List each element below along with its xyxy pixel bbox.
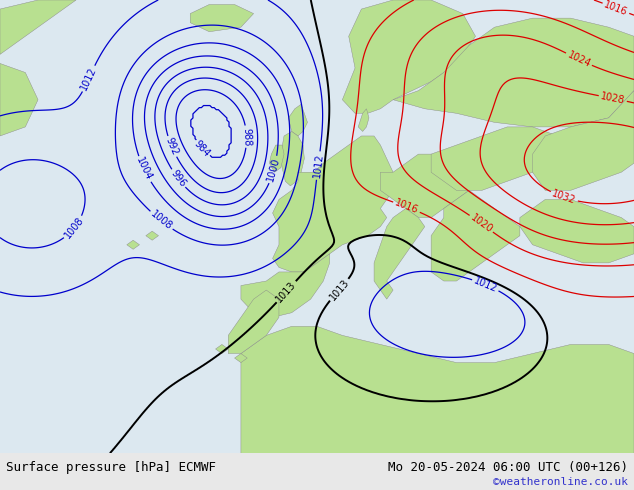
- Polygon shape: [393, 18, 634, 127]
- Text: Surface pressure [hPa] ECMWF: Surface pressure [hPa] ECMWF: [6, 461, 216, 474]
- Polygon shape: [127, 240, 139, 249]
- Polygon shape: [342, 0, 476, 113]
- Polygon shape: [374, 209, 425, 299]
- Polygon shape: [0, 0, 76, 54]
- Text: 1016: 1016: [603, 0, 629, 17]
- Polygon shape: [380, 154, 469, 218]
- Polygon shape: [228, 290, 279, 354]
- Text: 992: 992: [164, 136, 180, 157]
- Polygon shape: [281, 131, 304, 186]
- Text: 1013: 1013: [275, 279, 298, 304]
- Polygon shape: [431, 127, 571, 191]
- Polygon shape: [273, 136, 399, 272]
- Polygon shape: [241, 254, 330, 318]
- Text: 984: 984: [191, 139, 211, 159]
- Polygon shape: [431, 191, 520, 281]
- Text: 1032: 1032: [551, 189, 578, 206]
- Text: 1008: 1008: [63, 215, 86, 241]
- Polygon shape: [520, 199, 634, 263]
- Polygon shape: [533, 91, 634, 191]
- Text: 1012: 1012: [472, 275, 499, 294]
- Text: 1012: 1012: [312, 153, 325, 178]
- Polygon shape: [269, 145, 284, 172]
- Polygon shape: [288, 104, 307, 136]
- Text: 1012: 1012: [79, 65, 98, 92]
- Polygon shape: [146, 231, 158, 240]
- Text: ©weatheronline.co.uk: ©weatheronline.co.uk: [493, 477, 628, 487]
- Polygon shape: [358, 109, 369, 131]
- Text: 1004: 1004: [134, 156, 154, 182]
- Text: 1020: 1020: [469, 213, 495, 235]
- Text: 996: 996: [169, 168, 188, 189]
- Text: 1028: 1028: [600, 91, 626, 106]
- Text: 988: 988: [241, 127, 252, 146]
- Polygon shape: [0, 64, 38, 136]
- Text: Mo 20-05-2024 06:00 UTC (00+126): Mo 20-05-2024 06:00 UTC (00+126): [387, 461, 628, 474]
- Text: 1024: 1024: [566, 49, 592, 69]
- Text: 1000: 1000: [266, 157, 282, 183]
- Text: 1008: 1008: [148, 209, 174, 232]
- Polygon shape: [241, 326, 634, 453]
- Polygon shape: [216, 344, 228, 354]
- Text: 1013: 1013: [327, 277, 351, 302]
- Polygon shape: [235, 354, 247, 363]
- Text: 1016: 1016: [393, 198, 420, 216]
- Polygon shape: [190, 4, 254, 32]
